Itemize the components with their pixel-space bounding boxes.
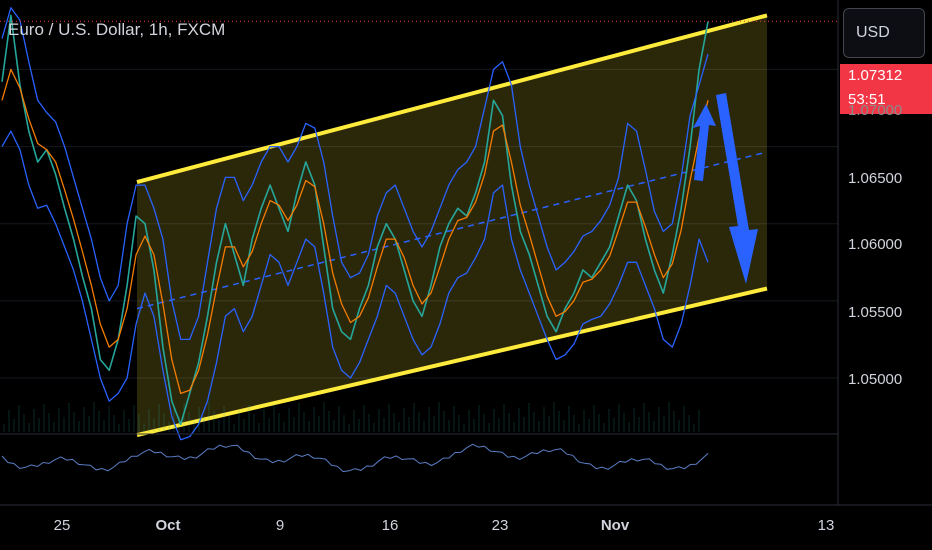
last-price-badge: 1.07312 53:51 xyxy=(840,64,932,114)
x-tick-label: 23 xyxy=(491,517,509,534)
x-tick-label: Oct xyxy=(155,517,181,534)
channel-upper-line xyxy=(136,13,768,184)
series-line-price xyxy=(1,14,709,426)
x-tick-label: 9 xyxy=(275,517,285,534)
down-arrow xyxy=(716,93,758,284)
series-line-bb-upper xyxy=(1,7,709,341)
y-tick-label: 1.05000 xyxy=(848,371,903,388)
symbol-title: Euro / U.S. Dollar, 1h, FXCM xyxy=(8,20,226,39)
channel-fill xyxy=(137,15,767,436)
up-arrow xyxy=(693,104,716,181)
oscillator-line xyxy=(1,443,709,473)
x-tick-label: Nov xyxy=(600,517,630,534)
y-tick-label: 1.07000 xyxy=(848,102,903,119)
y-tick-label: 1.05500 xyxy=(848,304,903,321)
x-tick-label: 25 xyxy=(53,517,71,534)
channel-lower-line xyxy=(136,286,768,438)
y-tick-label: 1.06000 xyxy=(848,236,903,253)
x-tick-label: 16 xyxy=(381,517,399,534)
x-tick-label: 13 xyxy=(817,517,835,534)
last-price: 1.07312 xyxy=(848,67,903,84)
currency-button[interactable]: USD xyxy=(843,8,925,58)
series-line-bb-lower xyxy=(1,130,709,441)
bar-countdown: 53:51 xyxy=(848,91,886,108)
channel-mid-line xyxy=(136,151,768,310)
y-tick-label: 1.06500 xyxy=(848,170,903,187)
series-line-ema xyxy=(1,68,709,395)
